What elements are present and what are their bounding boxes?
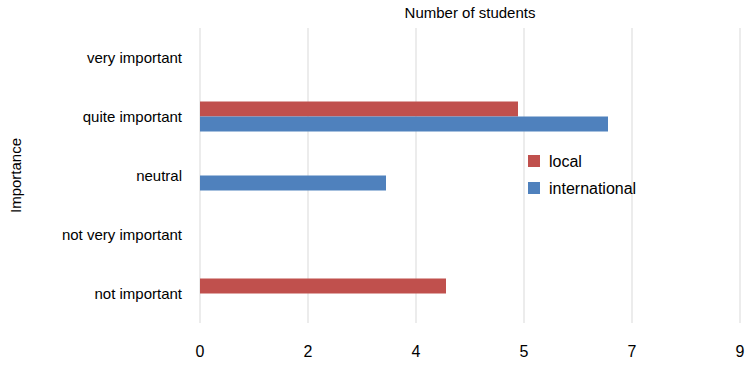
bar [200, 279, 446, 294]
tick-label: 7 [628, 343, 637, 360]
legend-label: international [549, 180, 636, 197]
bar [200, 43, 201, 58]
title: Number of students [405, 4, 536, 21]
axis-label: Importance [7, 138, 24, 213]
legend-swatch [528, 182, 540, 194]
bar [200, 58, 201, 73]
bar [200, 117, 608, 132]
legend-label: local [549, 153, 582, 170]
bar [200, 294, 201, 309]
bar [200, 161, 201, 176]
bars [200, 102, 608, 294]
grid-line [740, 28, 741, 323]
tick-label: 0 [196, 343, 205, 360]
tick-label: 5 [520, 343, 529, 360]
category-label: quite important [83, 108, 183, 125]
grid-line [524, 28, 525, 323]
tick-label: 4 [412, 343, 421, 360]
legend-swatch [528, 155, 540, 167]
grid-line [632, 28, 633, 323]
chart: 0 2 4 5 7 9 very important quite important neutr… [0, 0, 756, 369]
category-label: not very important [62, 226, 183, 243]
category-label: neutral [136, 167, 182, 184]
bar [200, 220, 201, 235]
category-label: very important [87, 49, 183, 66]
tick-label: 2 [304, 343, 313, 360]
tick-label: 9 [736, 343, 745, 360]
category-label: not important [94, 285, 182, 302]
bar [200, 102, 518, 117]
bar [200, 235, 201, 250]
bar [200, 176, 386, 191]
